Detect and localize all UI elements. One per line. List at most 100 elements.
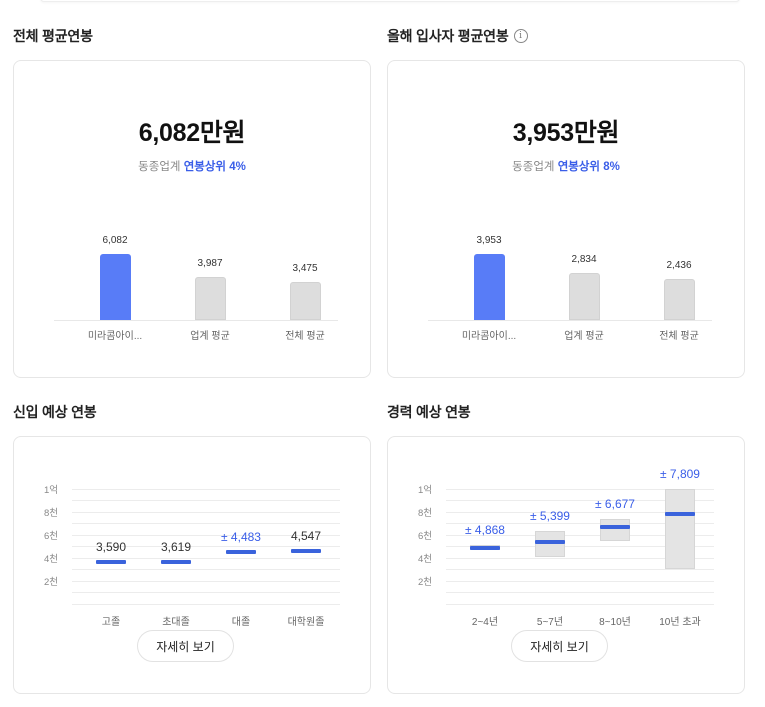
gridline (446, 604, 714, 605)
bar-column: 6,082 (99, 235, 131, 320)
gridline (72, 512, 340, 513)
new-hire-avg-title-text: 올해 입사자 평균연봉 (387, 28, 509, 44)
gridline (72, 604, 340, 605)
x-category-label: 5~7년 (536, 617, 564, 628)
y-tick-label: 4천 (418, 554, 433, 565)
rank-highlight: 연봉상위 8% (557, 161, 620, 173)
new-hire-avg-card: 3,953만원 동종업계 연봉상위 8% 3,953 미라콤아이... 2,834 업… (387, 60, 745, 378)
mean-marker (470, 546, 500, 550)
top-card-edge (40, 0, 740, 2)
point-value-label: 3,619 (160, 540, 192, 554)
gridline (446, 581, 714, 582)
range-box (665, 489, 695, 569)
info-icon[interactable]: i (513, 29, 528, 43)
y-tick-label: 2천 (418, 577, 433, 588)
career-expected-title-text: 경력 예상 연봉 (387, 404, 471, 420)
y-tick-label: 6천 (44, 531, 59, 542)
gridline (72, 489, 340, 490)
gridline (72, 581, 340, 582)
point-value-label: ± 6,677 (595, 497, 635, 511)
chart-baseline (54, 320, 338, 321)
bar-value-label: 2,834 (571, 254, 597, 265)
bar-category-label: 미라콤아이... (87, 331, 143, 342)
y-tick-label: 2천 (44, 577, 59, 588)
bar (663, 279, 695, 320)
gridline (72, 592, 340, 593)
x-category-label: 대학원졸 (287, 617, 325, 628)
gridline (72, 546, 340, 547)
entry-detail-button[interactable]: 자세히 보기 (137, 630, 234, 662)
gridline (72, 558, 340, 559)
chart-baseline (428, 320, 712, 321)
bar-value-label: 3,987 (197, 258, 223, 269)
bar-category-label: 전체 평균 (659, 331, 699, 342)
entry-expected-card: 1억 8천 6천 4천 2천 3,590 고졸 3,619 초대졸 ± 4,483 대졸 4,547 대… (13, 436, 371, 694)
gridline (446, 546, 714, 547)
bar-value-label: 3,953 (476, 235, 502, 246)
mean-marker (600, 525, 630, 529)
career-expected-chart: 1억 8천 6천 4천 2천 ± 4,868 2~4년 ± 5,399 5~7년 ± 6,677 8… (388, 437, 746, 637)
rank-highlight: 연봉상위 4% (183, 161, 246, 173)
gridline (446, 569, 714, 570)
gridline (72, 523, 340, 524)
entry-expected-title: 신입 예상 연봉 (13, 402, 97, 422)
range-box (535, 531, 565, 557)
bar-category-label: 업계 평균 (564, 331, 604, 342)
point-value-label: ± 4,483 (221, 530, 261, 544)
point-value-label: ± 4,868 (465, 523, 505, 537)
bar (473, 254, 505, 320)
gridline (446, 592, 714, 593)
y-tick-label: 1억 (418, 485, 433, 496)
range-box (600, 519, 630, 541)
mean-marker (291, 549, 321, 553)
gridline (446, 523, 714, 524)
new-hire-avg-bar-chart: 3,953 미라콤아이... 2,834 업계 평균 2,436 전체 평균 (428, 221, 712, 342)
y-tick-label: 8천 (418, 508, 433, 519)
gridline (446, 500, 714, 501)
career-expected-title: 경력 예상 연봉 (387, 402, 471, 422)
gridline (446, 558, 714, 559)
entry-expected-chart: 1억 8천 6천 4천 2천 3,590 고졸 3,619 초대졸 ± 4,483 대졸 4,547 대… (14, 437, 372, 637)
new-hire-avg-title: 올해 입사자 평균연봉 i (387, 26, 528, 46)
bar-category-label: 미라콤아이... (461, 331, 517, 342)
new-hire-avg-rank: 동종업계 연봉상위 8% (388, 158, 744, 174)
x-category-label: 2~4년 (471, 617, 499, 628)
mean-marker (96, 560, 126, 564)
total-avg-title: 전체 평균연봉 (13, 26, 93, 46)
bar-category-label: 전체 평균 (285, 331, 325, 342)
career-detail-button[interactable]: 자세히 보기 (511, 630, 608, 662)
y-tick-label: 8천 (44, 508, 59, 519)
bar-column: 2,436 (663, 260, 695, 320)
gridline (446, 489, 714, 490)
bar (568, 273, 600, 320)
point-value-label: ± 5,399 (530, 509, 570, 523)
x-category-label: 10년 초과 (659, 617, 701, 628)
point-value-label: 3,590 (95, 540, 127, 554)
bar-value-label: 3,475 (292, 263, 318, 274)
y-tick-label: 1억 (44, 485, 59, 496)
entry-expected-title-text: 신입 예상 연봉 (13, 404, 97, 420)
rank-prefix: 동종업계 (138, 161, 181, 173)
x-category-label: 8~10년 (599, 617, 631, 628)
gridline (72, 569, 340, 570)
gridline (72, 500, 340, 501)
bar-column: 2,834 (568, 254, 600, 320)
x-category-label: 대졸 (231, 617, 251, 628)
bar-column: 3,987 (194, 258, 226, 320)
career-expected-card: 1억 8천 6천 4천 2천 ± 4,868 2~4년 ± 5,399 5~7년 ± 6,677 8… (387, 436, 745, 694)
new-hire-avg-amount: 3,953만원 (512, 119, 620, 147)
total-avg-card: 6,082만원 동종업계 연봉상위 4% 6,082 미라콤아이... 3,987 업… (13, 60, 371, 378)
x-category-label: 고졸 (101, 617, 121, 628)
bar (99, 254, 131, 320)
mean-marker (535, 540, 565, 544)
y-tick-label: 4천 (44, 554, 59, 565)
y-tick-label: 6천 (418, 531, 433, 542)
total-avg-bar-chart: 6,082 미라콤아이... 3,987 업계 평균 3,475 전체 평균 (54, 221, 338, 342)
bar (194, 277, 226, 320)
bar-value-label: 6,082 (102, 235, 128, 246)
gridline (446, 535, 714, 536)
gridline (72, 535, 340, 536)
total-avg-title-text: 전체 평균연봉 (13, 28, 93, 44)
bar-column: 3,475 (289, 263, 321, 320)
mean-marker (226, 550, 256, 554)
